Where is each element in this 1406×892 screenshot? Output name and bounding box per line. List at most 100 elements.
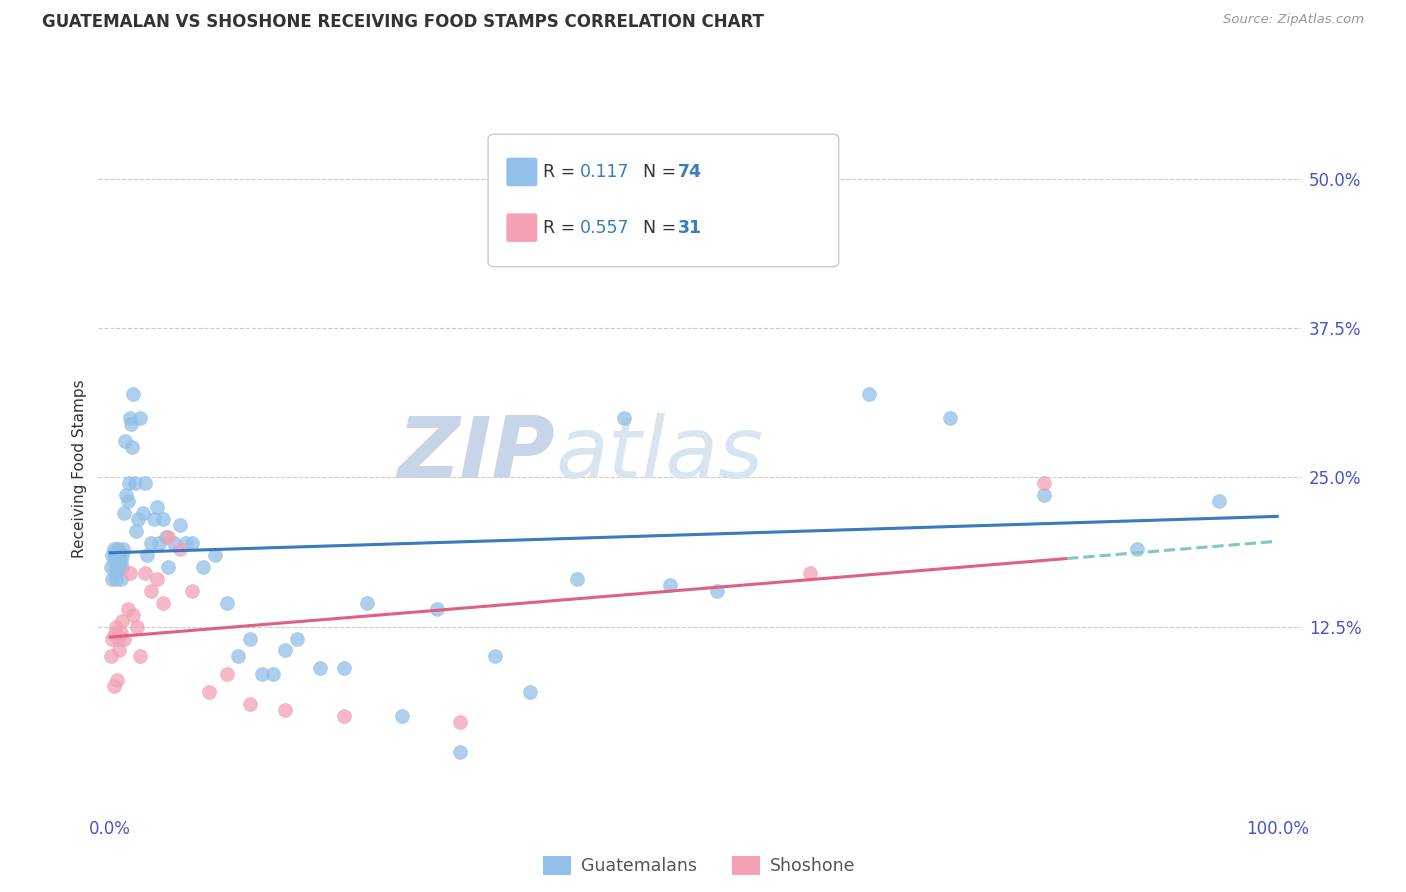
Point: [449, 715, 471, 730]
Point: [198, 685, 221, 699]
Point: [215, 596, 238, 610]
Text: N =: N =: [643, 163, 682, 181]
Point: [239, 632, 262, 646]
Point: [115, 488, 138, 502]
Point: [120, 417, 142, 431]
Point: [104, 566, 127, 580]
Point: [107, 559, 129, 574]
Point: [169, 518, 191, 533]
Text: 0.557: 0.557: [579, 219, 628, 236]
Y-axis label: Receiving Food Stamps: Receiving Food Stamps: [72, 379, 87, 558]
Point: [143, 512, 166, 526]
Point: [139, 536, 162, 550]
Point: [127, 512, 149, 526]
Text: R =: R =: [543, 219, 581, 236]
Point: [1032, 488, 1054, 502]
Point: [111, 541, 134, 556]
Point: [110, 572, 132, 586]
Text: 31: 31: [678, 219, 702, 236]
Point: [122, 607, 145, 622]
Point: [776, 219, 799, 234]
Point: [132, 506, 155, 520]
Text: ZIP: ZIP: [398, 413, 555, 496]
Text: 0.117: 0.117: [579, 163, 628, 181]
Point: [112, 632, 135, 646]
Point: [157, 530, 180, 544]
Point: [274, 643, 297, 657]
Point: [110, 554, 132, 568]
Point: [112, 506, 135, 520]
Text: Source: ZipAtlas.com: Source: ZipAtlas.com: [1223, 13, 1364, 27]
Point: [134, 566, 156, 580]
Point: [105, 541, 128, 556]
Point: [121, 441, 143, 455]
Point: [139, 583, 162, 598]
Point: [100, 559, 122, 574]
Point: [100, 649, 122, 664]
Point: [706, 583, 728, 598]
Point: [449, 745, 471, 759]
Point: [263, 667, 285, 681]
Point: [613, 410, 636, 425]
Point: [101, 632, 124, 646]
Point: [356, 596, 378, 610]
Legend: Guatemalans, Shoshone: Guatemalans, Shoshone: [536, 849, 863, 882]
Point: [799, 566, 821, 580]
Point: [519, 685, 541, 699]
Point: [111, 614, 134, 628]
Point: [104, 548, 127, 562]
Point: [332, 709, 354, 723]
Point: [193, 559, 215, 574]
Point: [104, 572, 127, 586]
Point: [659, 578, 682, 592]
Point: [285, 632, 308, 646]
Point: [215, 667, 238, 681]
Point: [309, 661, 332, 675]
Point: [101, 572, 124, 586]
Point: [426, 601, 449, 615]
Point: [107, 541, 129, 556]
Point: [1126, 541, 1149, 556]
Point: [169, 541, 191, 556]
Point: [332, 661, 354, 675]
Point: [155, 530, 177, 544]
Point: [108, 643, 131, 657]
Point: [129, 410, 152, 425]
Point: [157, 559, 180, 574]
Point: [103, 541, 125, 556]
Point: [118, 410, 141, 425]
Point: [108, 559, 131, 574]
Point: [391, 709, 413, 723]
Point: [239, 697, 262, 711]
Point: [180, 583, 202, 598]
Point: [152, 512, 174, 526]
Point: [110, 625, 132, 640]
Point: [107, 632, 129, 646]
Point: [108, 548, 131, 562]
Point: [101, 548, 124, 562]
Point: [146, 500, 169, 515]
Point: [111, 548, 134, 562]
Text: 74: 74: [678, 163, 702, 181]
Point: [163, 536, 186, 550]
Point: [250, 667, 273, 681]
Text: N =: N =: [643, 219, 682, 236]
Point: [118, 476, 141, 491]
Point: [105, 559, 128, 574]
Point: [565, 572, 588, 586]
Point: [118, 566, 141, 580]
Point: [103, 679, 125, 693]
Point: [274, 703, 297, 717]
Point: [180, 536, 202, 550]
Point: [104, 619, 127, 633]
Point: [136, 548, 159, 562]
Point: [1032, 476, 1054, 491]
Text: GUATEMALAN VS SHOSHONE RECEIVING FOOD STAMPS CORRELATION CHART: GUATEMALAN VS SHOSHONE RECEIVING FOOD ST…: [42, 13, 763, 31]
Text: atlas: atlas: [555, 413, 763, 496]
Point: [124, 476, 146, 491]
Point: [204, 548, 226, 562]
Point: [939, 410, 962, 425]
Point: [104, 548, 127, 562]
Point: [114, 434, 136, 449]
Text: R =: R =: [543, 163, 581, 181]
